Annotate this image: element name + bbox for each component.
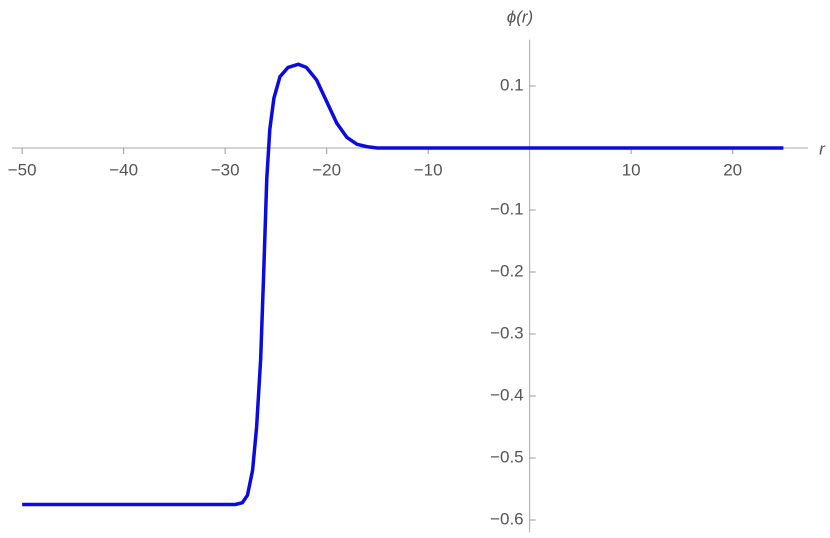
x-tick-label: −10	[414, 160, 443, 179]
y-tick-label: −0.3	[490, 323, 524, 342]
y-tick-label: −0.1	[490, 199, 524, 218]
y-tick-label: −0.2	[490, 261, 524, 280]
x-tick-label: −20	[312, 160, 341, 179]
y-tick-label: −0.5	[490, 447, 524, 466]
curve	[22, 62, 784, 507]
x-axis-label: r	[819, 139, 826, 158]
x-tick-label: −30	[211, 160, 240, 179]
x-tick-label: −50	[8, 160, 37, 179]
y-tick-label: 0.1	[500, 75, 524, 94]
y-tick-label: −0.4	[490, 385, 524, 404]
y-tick-label: −0.6	[490, 509, 524, 528]
x-tick-label: 10	[622, 160, 641, 179]
x-tick-label: 20	[723, 160, 742, 179]
y-axis-label: ϕ(r)	[507, 7, 533, 26]
x-tick-label: −40	[109, 160, 138, 179]
